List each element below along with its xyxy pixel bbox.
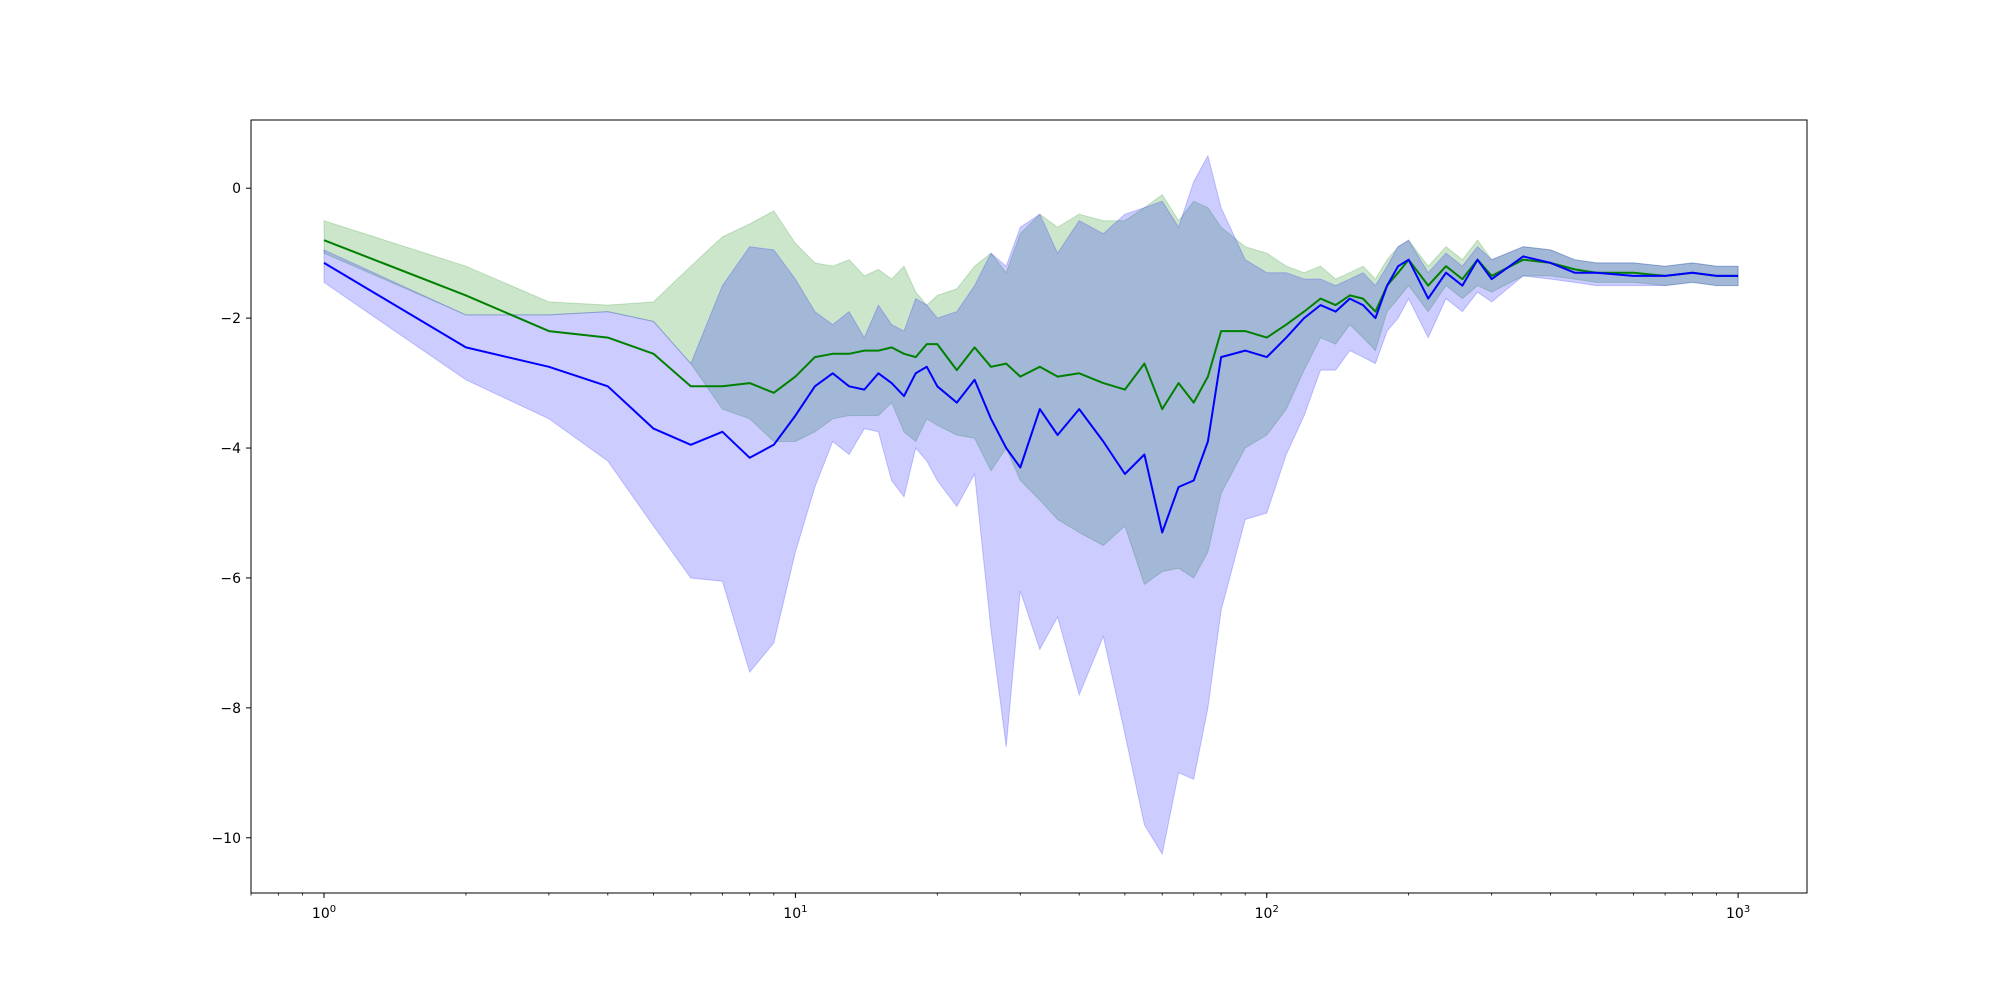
- x-axis: 100 101 102 103: [250, 893, 1750, 922]
- x-tick-label: 100: [312, 904, 336, 922]
- y-tick-label: −10: [211, 831, 241, 847]
- x-tick-label: 102: [1255, 904, 1279, 922]
- y-tick-label: −6: [220, 571, 241, 587]
- y-tick-label: −4: [220, 441, 241, 457]
- series-lines: [323, 239, 1739, 534]
- plot-area-frame: [250, 119, 1808, 894]
- x-tick-label: 101: [783, 904, 807, 922]
- y-tick-label: 0: [232, 181, 241, 197]
- y-tick-label: −2: [220, 311, 241, 327]
- series-2-line: [323, 255, 1739, 534]
- series-2-band: [323, 154, 1739, 856]
- y-tick-label: −8: [220, 701, 241, 717]
- y-axis: 0 −2 −4 −6 −8 −10: [211, 181, 251, 847]
- x-tick-label: 103: [1726, 904, 1750, 922]
